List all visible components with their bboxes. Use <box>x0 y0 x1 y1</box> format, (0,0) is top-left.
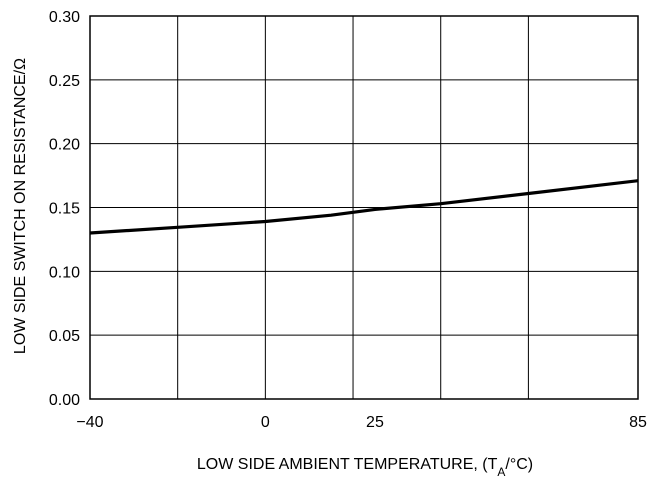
y-axis-title: LOW SIDE SWITCH ON RESISTANCE/Ω <box>12 58 29 354</box>
x-tick-labels: −40 0 25 85 <box>76 414 647 431</box>
plot-frame <box>89 15 639 400</box>
y-tick-labels: 0.00 0.05 0.10 0.15 0.20 0.25 0.30 <box>49 9 80 409</box>
y-tick-label: 0.20 <box>49 137 80 154</box>
y-tick-label: 0.00 <box>49 392 80 409</box>
x-axis-title: LOW SIDE AMBIENT TEMPERATURE, (TA/°C) <box>197 456 533 479</box>
grid <box>89 15 639 400</box>
x-tick-label: −40 <box>76 414 103 431</box>
y-tick-label: 0.25 <box>49 73 80 90</box>
x-tick-label: 0 <box>261 414 270 431</box>
series-layer <box>89 179 639 235</box>
x-tick-label: 85 <box>629 414 647 431</box>
x-tick-label: 25 <box>366 414 384 431</box>
y-tick-label: 0.05 <box>49 328 80 345</box>
plot-border <box>89 15 639 400</box>
y-tick-label: 0.15 <box>49 201 80 218</box>
y-tick-label: 0.10 <box>49 264 80 281</box>
y-tick-label: 0.30 <box>49 9 80 26</box>
series-line-0 <box>89 179 639 235</box>
